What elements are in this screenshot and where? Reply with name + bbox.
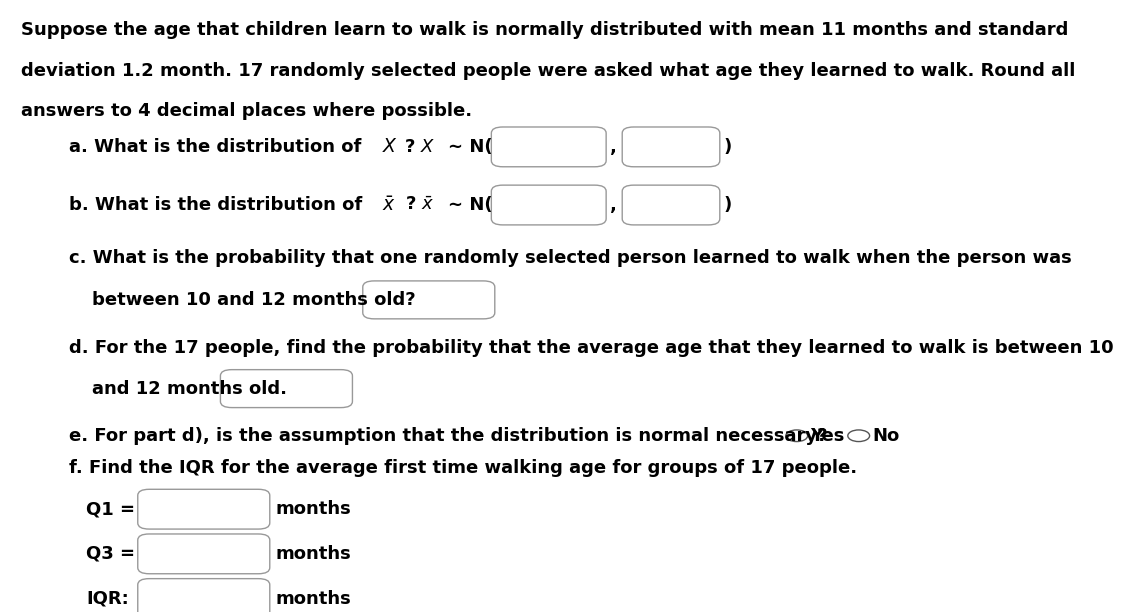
FancyBboxPatch shape <box>138 534 270 574</box>
FancyBboxPatch shape <box>220 370 352 408</box>
Text: b. What is the distribution of: b. What is the distribution of <box>69 196 369 214</box>
Text: months: months <box>276 500 351 518</box>
FancyBboxPatch shape <box>622 127 720 166</box>
Text: c. What is the probability that one randomly selected person learned to walk whe: c. What is the probability that one rand… <box>69 249 1071 267</box>
Text: IQR:: IQR: <box>86 589 129 608</box>
Text: a. What is the distribution of: a. What is the distribution of <box>69 138 367 156</box>
Text: ? $\mathit{X}$: ? $\mathit{X}$ <box>404 138 435 156</box>
Text: Yes: Yes <box>810 427 845 445</box>
Text: ? $\bar{x}$: ? $\bar{x}$ <box>405 196 435 214</box>
Text: No: No <box>872 427 900 445</box>
Text: ∼ N(: ∼ N( <box>448 196 492 214</box>
Text: ): ) <box>723 138 731 156</box>
FancyBboxPatch shape <box>622 185 720 225</box>
Text: ,: , <box>610 196 616 214</box>
Text: f. Find the IQR for the average first time walking age for groups of 17 people.: f. Find the IQR for the average first ti… <box>69 459 858 477</box>
Text: d. For the 17 people, find the probability that the average age that they learne: d. For the 17 people, find the probabili… <box>69 338 1114 357</box>
Text: answers to 4 decimal places where possible.: answers to 4 decimal places where possib… <box>21 102 472 121</box>
Text: months: months <box>276 589 351 608</box>
Text: ∼ N(: ∼ N( <box>448 138 492 156</box>
Text: Q3 =: Q3 = <box>86 545 135 563</box>
Text: and 12 months old.: and 12 months old. <box>92 379 287 398</box>
Text: Q1 =: Q1 = <box>86 500 135 518</box>
Text: ): ) <box>723 196 731 214</box>
Text: months: months <box>276 545 351 563</box>
Text: between 10 and 12 months old?: between 10 and 12 months old? <box>92 291 416 309</box>
Text: $\mathit{X}$: $\mathit{X}$ <box>382 137 398 157</box>
FancyBboxPatch shape <box>138 490 270 529</box>
FancyBboxPatch shape <box>491 185 606 225</box>
FancyBboxPatch shape <box>363 281 495 319</box>
Text: ,: , <box>610 138 616 156</box>
FancyBboxPatch shape <box>491 127 606 166</box>
Text: Suppose the age that children learn to walk is normally distributed with mean 11: Suppose the age that children learn to w… <box>21 21 1068 39</box>
Text: deviation 1.2 month. 17 randomly selected people were asked what age they learne: deviation 1.2 month. 17 randomly selecte… <box>21 62 1075 80</box>
FancyBboxPatch shape <box>138 579 270 612</box>
Text: $\bar{x}$: $\bar{x}$ <box>382 195 396 215</box>
Text: e. For part d), is the assumption that the distribution is normal necessary?: e. For part d), is the assumption that t… <box>69 427 828 445</box>
